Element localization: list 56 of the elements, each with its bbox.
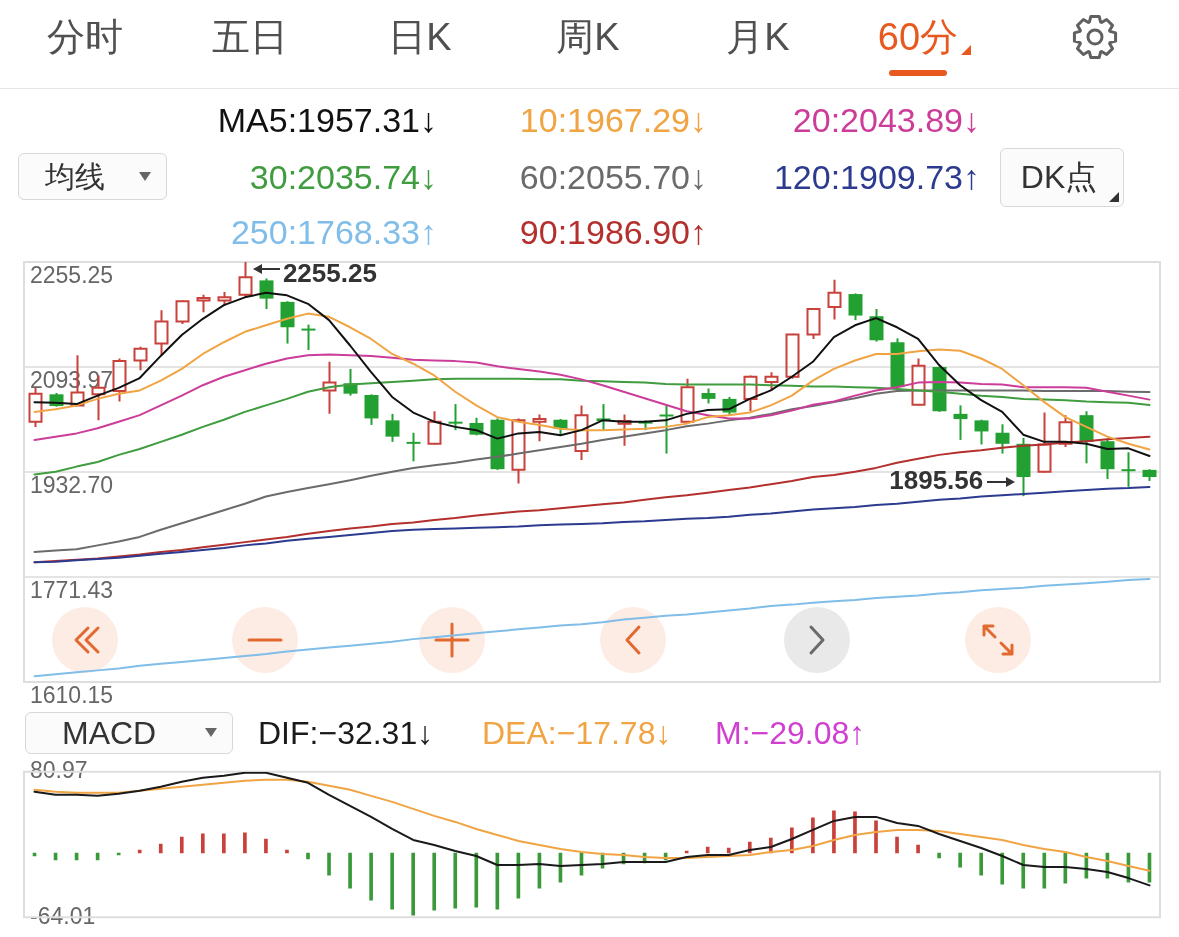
text: 90:1986.90↑ [519,212,707,253]
text: MA5:1957.31↓ [217,100,437,141]
bar [1000,852,1005,885]
bar [958,852,962,868]
bar [937,852,941,859]
text: 月K [726,15,790,60]
bar [348,852,352,889]
annotation: 2255.25 [282,258,377,289]
bar [916,844,920,854]
y-tick-label: 1771.43 [30,577,114,604]
y-tick-label: 2255.25 [30,262,114,289]
text: 60分 [877,15,959,60]
bar [895,836,899,854]
bar [411,852,416,916]
annotation: 1895.56 [889,465,984,496]
bar [853,811,857,854]
text: 分时 [47,15,123,60]
text: 五日 [212,15,288,60]
bar [726,847,731,854]
text: 30:2035.74↓ [249,157,437,198]
text: DEA:−17.78↓ [482,714,672,752]
text: 日K [388,15,452,60]
bar [432,852,437,911]
text: 60:2055.70↓ [519,157,707,198]
bar [327,852,331,876]
text: 20:2043.89↓ [792,100,980,141]
text: DK点 [1019,158,1099,197]
bar [390,852,394,910]
bar [1042,852,1047,889]
text: 120:1909.73↑ [773,157,980,198]
bar [474,852,479,908]
bar [243,832,247,854]
bar [832,810,836,854]
text: 均线 [45,159,105,195]
bar [874,820,878,854]
y-tick-label: 1610.15 [30,682,114,709]
series-label: M:−29.08↑ [715,714,866,752]
bar [222,833,226,854]
bar [285,849,289,854]
bar [306,852,310,860]
series-label: DIF:−32.31↓ [258,714,434,752]
text: MACD [62,714,157,753]
bar [200,833,205,854]
bar [137,849,142,854]
bar [264,838,268,854]
text: 周K [556,15,620,60]
bar [369,852,373,901]
text: 250:1768.33↑ [230,212,437,253]
bar [453,852,458,909]
bar [158,843,163,854]
bar [179,836,184,854]
bar [979,852,984,876]
bar [1021,852,1026,889]
y-tick-label: 1932.70 [30,472,114,499]
text: 10:1967.29↓ [519,100,707,141]
bar [705,846,710,854]
